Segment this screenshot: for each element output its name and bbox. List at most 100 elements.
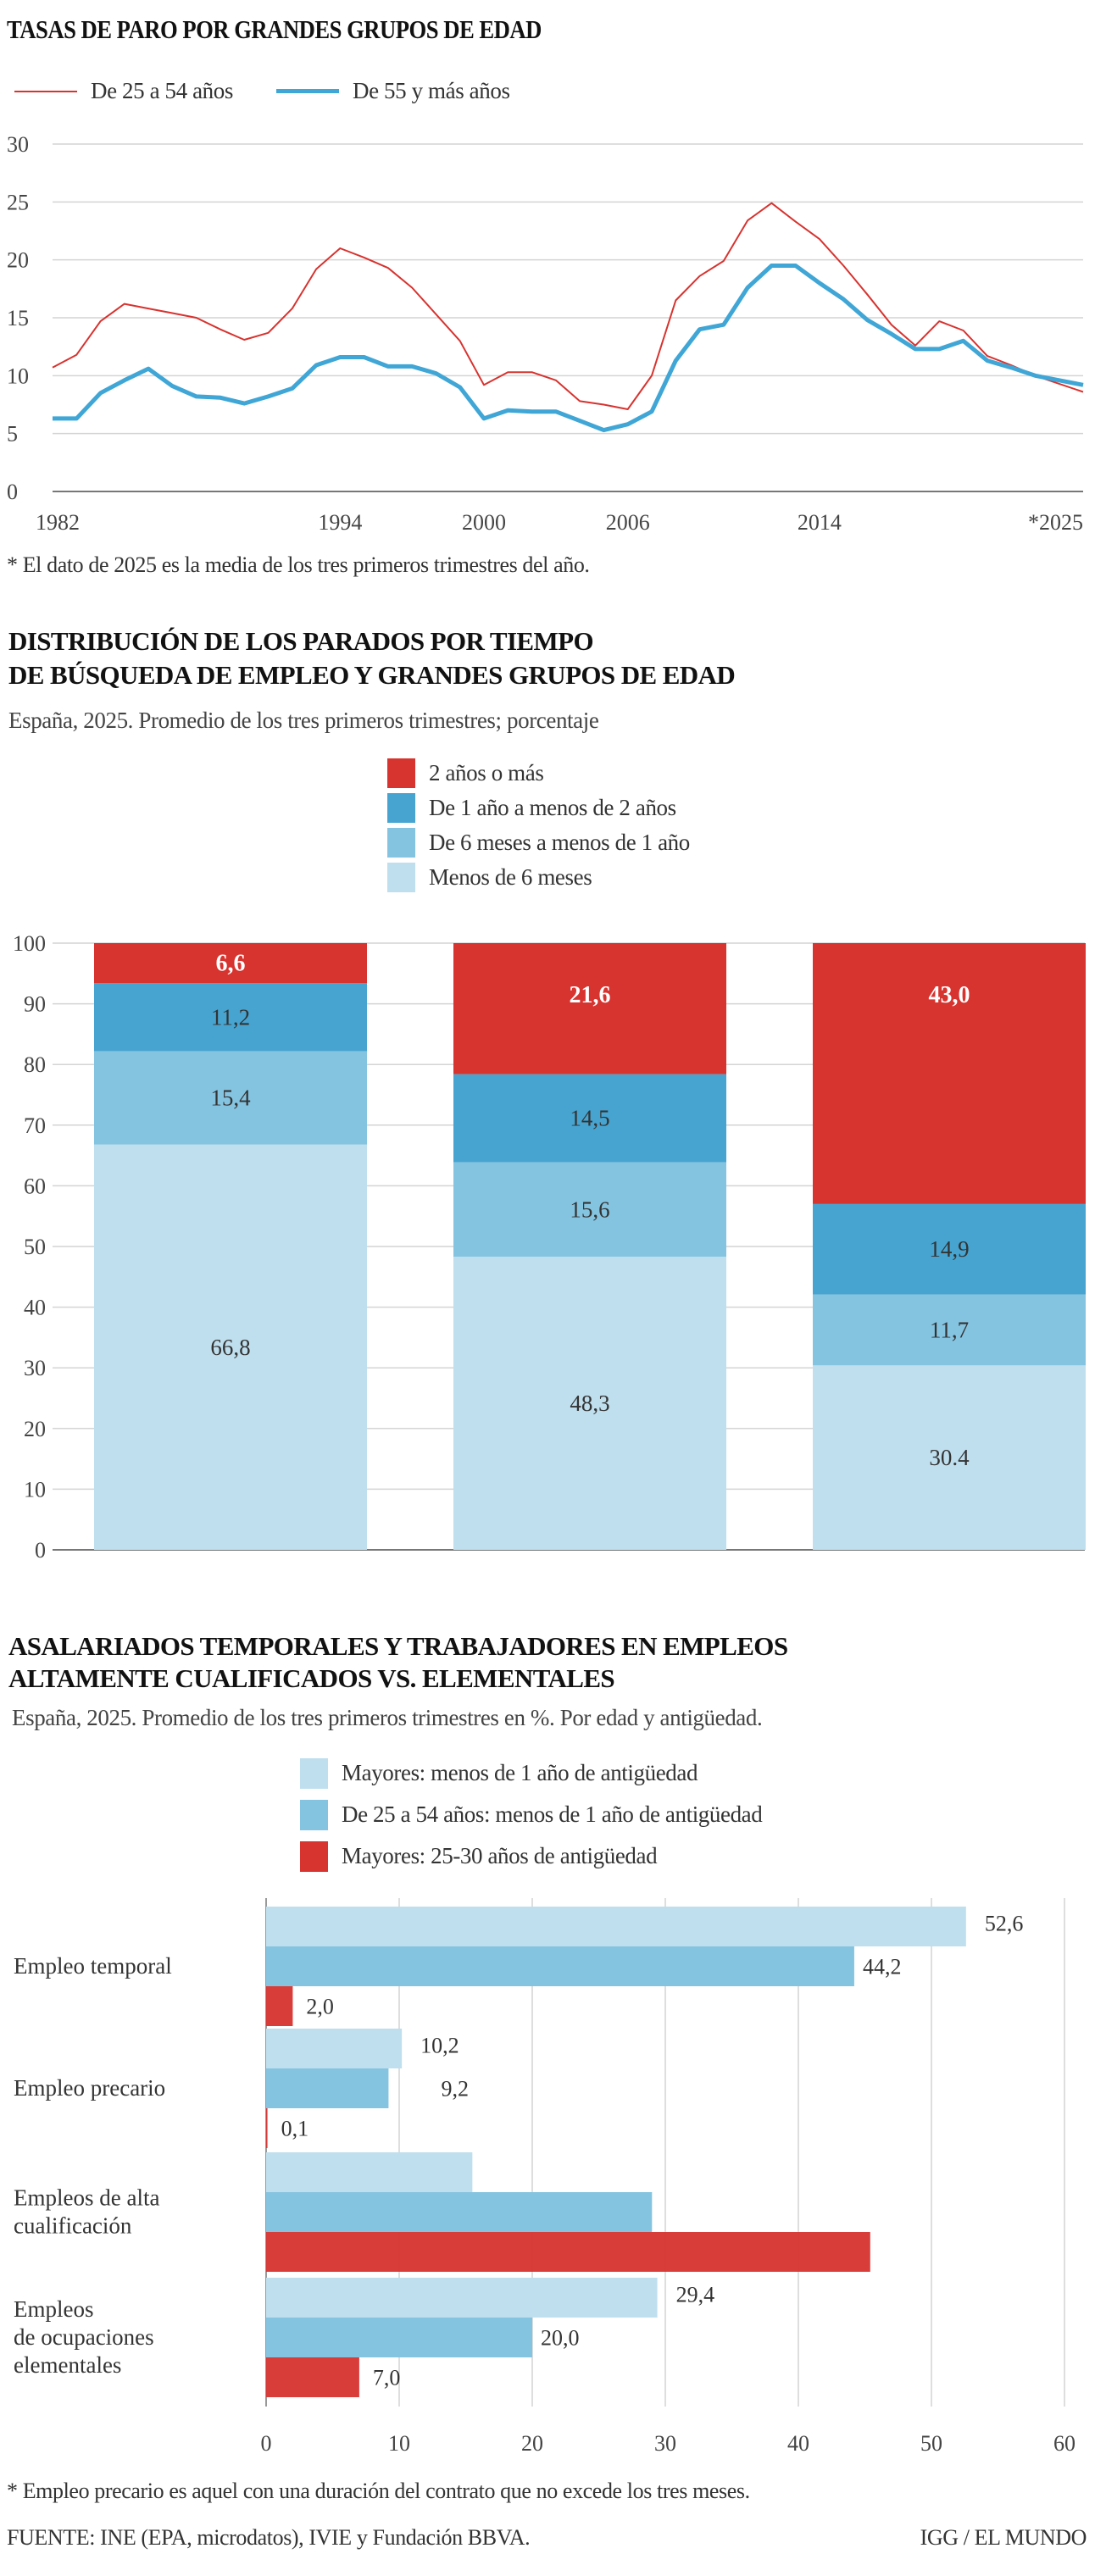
data-label: 2,0 xyxy=(306,1995,334,2019)
bar-segment xyxy=(453,1162,726,1257)
legend-swatch xyxy=(300,1799,328,1830)
legend-label: 2 años o más xyxy=(429,760,544,786)
data-label: 0,1 xyxy=(281,2117,309,2141)
bar xyxy=(266,1907,966,1946)
data-label: 11,7 xyxy=(930,1317,969,1342)
legend-line-red xyxy=(14,90,77,92)
legend-swatch xyxy=(300,1840,328,1872)
y-tick-label: 60 xyxy=(24,1174,46,1198)
data-label: 15,4 xyxy=(210,1085,251,1111)
data-label: 48,3 xyxy=(570,1391,609,1416)
chart2-title-line2: DE BÚSQUEDA DE EMPLEO Y GRANDES GRUPOS D… xyxy=(8,660,736,690)
chart3-legend: Mayores: menos de 1 año de antigüedad De … xyxy=(300,1752,763,1877)
bar-segment xyxy=(94,1144,367,1550)
series-line-25-54 xyxy=(52,202,1084,410)
legend-label: De 1 año a menos de 2 años xyxy=(429,795,676,820)
legend-label: Mayores: menos de 1 año de antigüedad xyxy=(342,1760,698,1785)
x-tick-label: 1982 xyxy=(36,510,80,535)
legend-item: Menos de 6 meses xyxy=(387,860,690,895)
credit: IGG / EL MUNDO xyxy=(920,2525,1087,2550)
chart3-subtitle: España, 2025. Promedio de los tres prime… xyxy=(12,1705,763,1730)
legend-label: De 25 a 54 años: menos de 1 año de antig… xyxy=(342,1802,763,1827)
x-tick-label: 2006 xyxy=(606,510,650,535)
bar-segment xyxy=(94,983,367,1052)
data-label: 14,5 xyxy=(570,1106,609,1131)
chart1-legend-item: De 25 a 54 años xyxy=(14,78,233,104)
y-tick-label: 10 xyxy=(7,364,29,388)
data-label: 30.4 xyxy=(929,1445,970,1470)
bar xyxy=(266,2278,658,2318)
y-tick-label: 50 xyxy=(24,1235,46,1259)
bar xyxy=(266,1946,854,1986)
y-tick-label: 25 xyxy=(7,190,29,214)
data-label: 44,2 xyxy=(863,1955,901,1979)
legend-label: De 25 a 54 años xyxy=(91,78,233,103)
bar-segment xyxy=(94,943,367,984)
legend-label: De 6 meses a menos de 1 año xyxy=(429,830,690,855)
chart2-subtitle: España, 2025. Promedio de los tres prime… xyxy=(8,708,599,733)
data-label: 21,6 xyxy=(570,982,611,1008)
y-tick-label: 20 xyxy=(24,1417,46,1441)
legend-item: 2 años o más xyxy=(387,756,690,791)
legend-item: Mayores: 25-30 años de antigüedad xyxy=(300,1835,762,1877)
y-tick-label: 0 xyxy=(7,480,18,504)
chart1-footnote: * El dato de 2025 es la media de los tre… xyxy=(7,552,590,577)
y-tick-label: 5 xyxy=(7,422,18,447)
x-tick-label: *2025 xyxy=(1028,510,1083,535)
x-tick-label: 60 xyxy=(1053,2431,1076,2456)
data-label: 20,0 xyxy=(541,2326,580,2351)
category-label: Empleo precario xyxy=(14,2075,165,2101)
legend-item: De 25 a 54 años: menos de 1 año de antig… xyxy=(300,1794,763,1835)
chart3-footnote: * Empleo precario es aquel con una durac… xyxy=(7,2479,750,2503)
y-tick-label: 70 xyxy=(24,1113,46,1138)
y-tick-label: 0 xyxy=(35,1538,46,1563)
legend-item: Mayores: menos de 1 año de antigüedad xyxy=(300,1752,762,1794)
x-tick-label: 20 xyxy=(521,2431,543,2456)
y-tick-label: 10 xyxy=(24,1477,46,1502)
data-label: 10,2 xyxy=(420,2034,459,2058)
legend-item: De 6 meses a menos de 1 año xyxy=(387,825,690,860)
data-label: 43,0 xyxy=(929,982,970,1008)
category-label: de ocupaciones xyxy=(14,2324,154,2350)
data-label: 11,2 xyxy=(211,1004,250,1030)
y-tick-label: 30 xyxy=(7,132,29,157)
legend-swatch xyxy=(387,758,415,788)
y-tick-label: 40 xyxy=(24,1296,46,1320)
chart2-legend: 2 años o más De 1 año a menos de 2 años De… xyxy=(387,756,690,895)
data-label: 7,0 xyxy=(373,2366,401,2390)
data-label: 14,9 xyxy=(929,1236,969,1262)
legend-swatch xyxy=(300,1757,328,1789)
x-tick-label: 30 xyxy=(654,2431,676,2456)
category-label: Empleos xyxy=(14,2296,94,2322)
line-chart: 0 5 10 15 20 25 30 1982 1994 2000 2006 2014 *2025 xyxy=(7,132,1084,535)
legend-label: De 55 y más años xyxy=(353,78,510,103)
chart3-title-line1: ASALARIADOS TEMPORALES Y TRABAJADORES EN… xyxy=(8,1631,788,1661)
x-tick-label: 40 xyxy=(787,2431,809,2456)
source: FUENTE: INE (EPA, microdatos), IVIE y Fu… xyxy=(7,2525,531,2550)
bar-segment xyxy=(453,1257,726,1550)
data-label: 6,6 xyxy=(216,951,246,977)
y-tick-label: 90 xyxy=(24,992,46,1017)
bar xyxy=(266,2152,473,2192)
legend-item: De 1 año a menos de 2 años xyxy=(387,791,690,825)
bar xyxy=(266,2357,359,2397)
y-tick-label: 20 xyxy=(7,248,29,273)
bar xyxy=(266,2232,870,2272)
chart1-legend-item: De 55 y más años xyxy=(276,78,510,104)
legend-swatch xyxy=(387,828,415,858)
chart3-title-line2: ALTAMENTE CUALIFICADOS VS. ELEMENTALES xyxy=(8,1663,615,1693)
data-label: 52,6 xyxy=(985,1912,1024,1936)
chart2-title-line1: DISTRIBUCIÓN DE LOS PARADOS POR TIEMPO xyxy=(8,626,594,656)
bar-segment xyxy=(94,1051,367,1145)
x-tick-label: 2014 xyxy=(798,510,842,535)
bar-segment xyxy=(453,1074,726,1163)
data-label: 15,6 xyxy=(570,1196,609,1222)
bar xyxy=(266,2108,268,2148)
category-label: Empleo temporal xyxy=(14,1953,172,1979)
data-label: 66,8 xyxy=(210,1335,250,1360)
bar-segment xyxy=(453,943,726,1074)
bar-segment xyxy=(813,1203,1086,1295)
bar-segment xyxy=(813,1365,1086,1550)
bar-segment xyxy=(813,1294,1086,1366)
bar xyxy=(266,2318,532,2357)
